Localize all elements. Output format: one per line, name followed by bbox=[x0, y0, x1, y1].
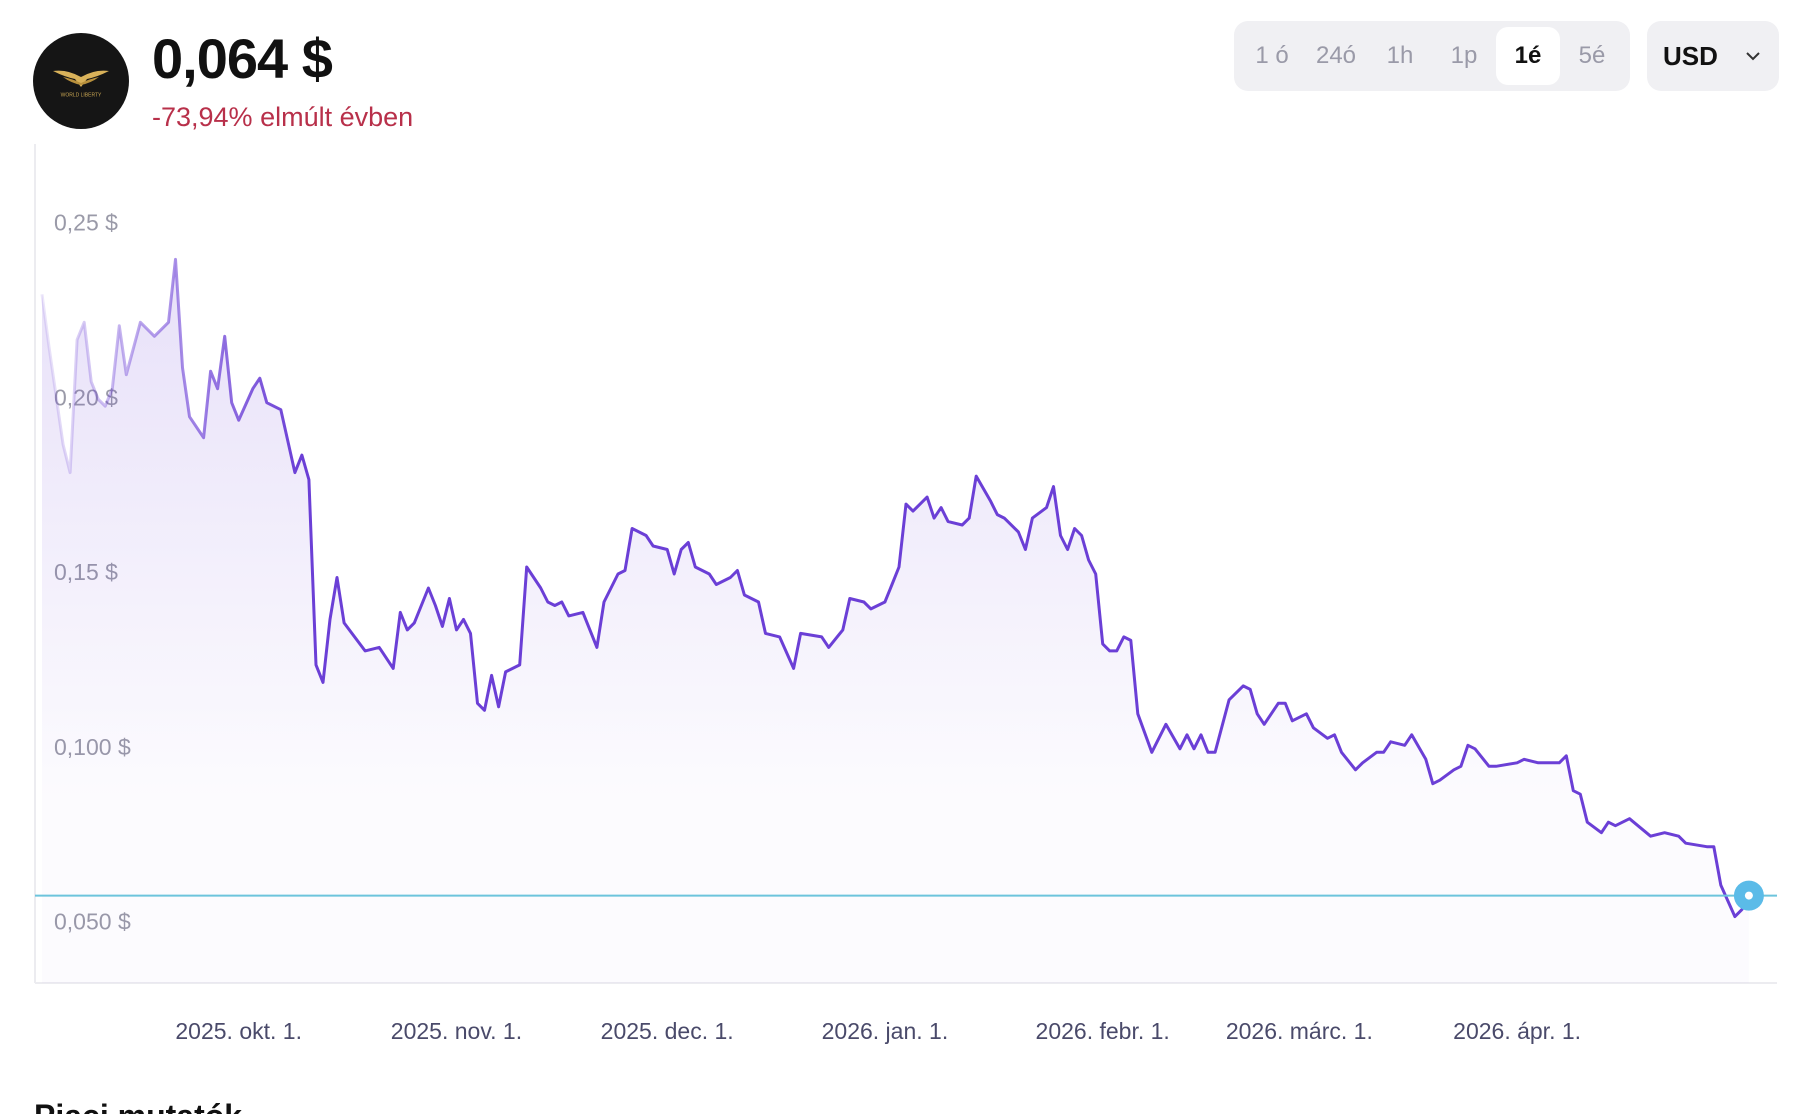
range-button[interactable]: 1h bbox=[1386, 42, 1414, 69]
x-tick-label: 2026. febr. 1. bbox=[1036, 1018, 1170, 1044]
x-tick-label: 2025. dec. 1. bbox=[601, 1018, 734, 1044]
range-button[interactable]: 1é bbox=[1496, 27, 1560, 85]
section-title: Piaci mutatók bbox=[34, 1098, 242, 1114]
range-button[interactable]: 24ó bbox=[1315, 42, 1357, 69]
x-tick-label: 2026. ápr. 1. bbox=[1453, 1018, 1581, 1044]
logo: WORLD LIBERTY bbox=[33, 33, 129, 129]
x-tick-label: 2025. nov. 1. bbox=[391, 1018, 522, 1044]
range-button[interactable]: 1p bbox=[1450, 42, 1478, 69]
range-button[interactable]: 1 ó bbox=[1255, 42, 1289, 69]
range-button[interactable]: 5é bbox=[1578, 42, 1606, 69]
area bbox=[42, 259, 1749, 983]
x-tick-label: 2026. jan. 1. bbox=[822, 1018, 949, 1044]
x-tick-label: 2025. okt. 1. bbox=[175, 1018, 302, 1044]
currency: USD bbox=[1663, 41, 1718, 71]
logo-text: WORLD LIBERTY bbox=[61, 92, 102, 98]
x-tick-label: 2026. márc. 1. bbox=[1226, 1018, 1373, 1044]
currency-dropdown[interactable]: USD bbox=[1647, 21, 1779, 91]
range-selector: 1 ó 24ó 1h 1p 1é 5é bbox=[1234, 21, 1630, 91]
current-point-center bbox=[1744, 891, 1753, 900]
price-line bbox=[40, 257, 1751, 919]
price: 0,064 $ bbox=[152, 27, 333, 90]
chart: 0,25 $0,20 $0,15 $0,100 $0,050 $2025. ok… bbox=[34, 144, 1777, 1044]
change: -73,94% elmúlt évben bbox=[152, 102, 414, 132]
chevron bbox=[1746, 52, 1760, 61]
y-tick-label: 0,25 $ bbox=[54, 209, 118, 235]
